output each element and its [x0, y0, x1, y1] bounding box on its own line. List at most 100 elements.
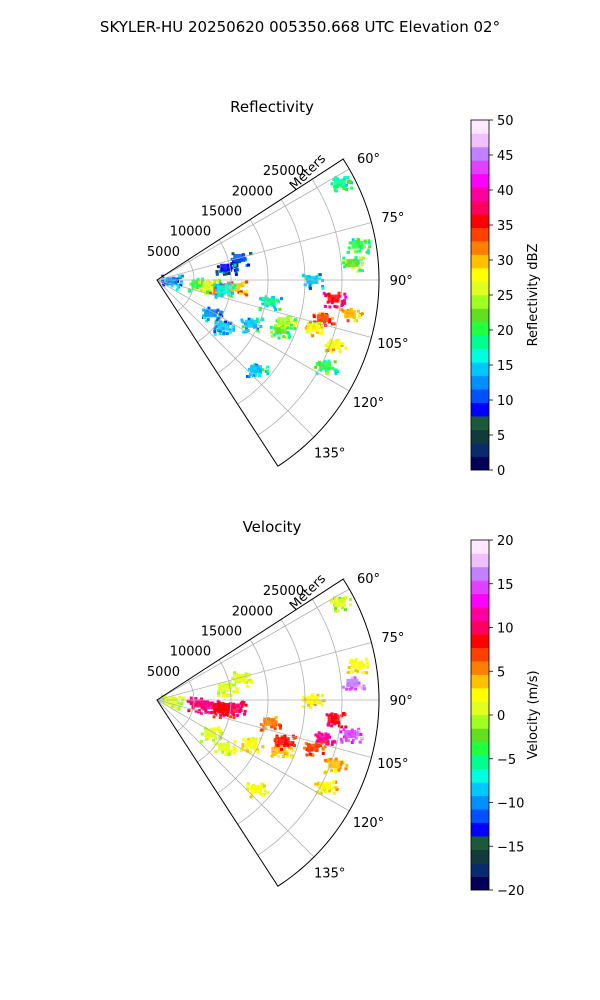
echo-pixel [196, 277, 200, 281]
echo-pixel [309, 287, 312, 290]
echo-pixel [354, 736, 358, 740]
azimuth-gridline [156, 588, 350, 701]
echo-pixel [354, 687, 358, 691]
echo-pixel [218, 312, 222, 316]
echo-pixel [189, 702, 193, 706]
echo-pixel [214, 321, 218, 325]
echo-pixel [202, 289, 206, 293]
colorbar-tick-label: 45 [497, 149, 514, 164]
echo-pixel [320, 325, 324, 329]
echo-pixel [188, 289, 192, 293]
echo-pixel [315, 362, 319, 366]
echo-core [319, 781, 332, 790]
echo-pixel [194, 697, 198, 700]
echo-pixel [238, 283, 242, 287]
echo-pixel [276, 744, 280, 748]
echo-pixel [245, 263, 249, 267]
echo-pixel [345, 687, 349, 691]
echo-pixel [241, 743, 245, 746]
colorbar-swatch [471, 876, 489, 891]
echo-pixel [198, 702, 202, 706]
echo-pixel [266, 365, 270, 369]
echo-pixel [244, 289, 248, 293]
echo-pixel [240, 748, 243, 752]
echo-pixel [323, 758, 327, 762]
echo-pixel [248, 373, 252, 376]
echo-pixel [222, 694, 226, 698]
echo-pixel [214, 704, 218, 708]
echo-pixel [214, 713, 218, 717]
echo-pixel [270, 296, 274, 300]
echo-pixel [266, 791, 270, 795]
echo-pixel [283, 734, 287, 738]
echo-pixel [222, 682, 226, 686]
echo-core [165, 697, 178, 706]
echo-pixel [365, 671, 369, 675]
echo-pixel [330, 787, 334, 791]
echo-pixel [335, 787, 339, 791]
echo-pixel [318, 321, 322, 325]
echo-pixel [239, 290, 243, 294]
echo-core [277, 317, 290, 326]
echo-pixel [222, 702, 226, 706]
echo-pixel [213, 327, 217, 331]
echo-pixel [227, 714, 230, 717]
echo-pixel [349, 597, 352, 601]
echo-pixel [333, 304, 337, 308]
echo-pixel [340, 304, 343, 308]
colorbar-swatch [471, 836, 489, 850]
echo-pixel [334, 757, 338, 761]
echo-pixel [323, 740, 327, 744]
echo-pixel [339, 763, 343, 766]
echo-pixel [350, 181, 354, 185]
echo-pixel [366, 665, 370, 669]
echo-pixel [361, 269, 364, 273]
echo-pixel [259, 297, 263, 301]
echo-pixel [342, 259, 346, 263]
colorbar-swatch [471, 146, 489, 161]
echo-pixel [232, 716, 236, 719]
echo-pixel [172, 705, 176, 709]
echo-pixel [245, 747, 249, 751]
echo-pixel [233, 751, 237, 755]
echo-pixel [332, 721, 336, 725]
echo-pixel [332, 780, 336, 784]
echo-pixel [282, 744, 286, 747]
echo-pixel [289, 323, 293, 327]
echo-pixel [163, 695, 167, 699]
colorbar-swatch [471, 822, 489, 837]
echo-pixel [269, 330, 273, 334]
echo-core [204, 309, 217, 318]
echo-pixel [219, 713, 223, 717]
echo-core [327, 714, 340, 723]
echo-pixel [316, 783, 320, 787]
echo-pixel [350, 728, 354, 732]
echo-pixel [242, 701, 246, 704]
echo-pixel [227, 272, 231, 275]
echo-pixel [256, 319, 260, 323]
echo-core [217, 705, 229, 714]
echo-pixel [302, 274, 306, 278]
echo-pixel [202, 308, 206, 312]
colorbar-swatch [471, 160, 489, 175]
echo-pixel [338, 724, 341, 728]
colorbar-swatch [471, 795, 489, 810]
range-ring [257, 179, 343, 436]
echo-pixel [327, 758, 331, 762]
echo-pixel [235, 264, 239, 268]
echo-pixel [276, 754, 280, 758]
echo-pixel [235, 262, 239, 266]
echo-pixel [331, 348, 335, 352]
echo-pixel [342, 186, 346, 190]
colorbar-tick-label: −5 [497, 753, 516, 768]
echo-pixel [344, 725, 348, 729]
echo-pixel [212, 727, 216, 731]
echo-pixel [351, 266, 355, 270]
echo-pixel [231, 325, 235, 328]
echo-pixel [246, 786, 250, 790]
echo-pixel [322, 291, 326, 295]
echo-core [351, 660, 364, 669]
echo-pixel [346, 671, 350, 674]
echo-pixel [271, 752, 275, 756]
echo-pixel [213, 332, 217, 336]
